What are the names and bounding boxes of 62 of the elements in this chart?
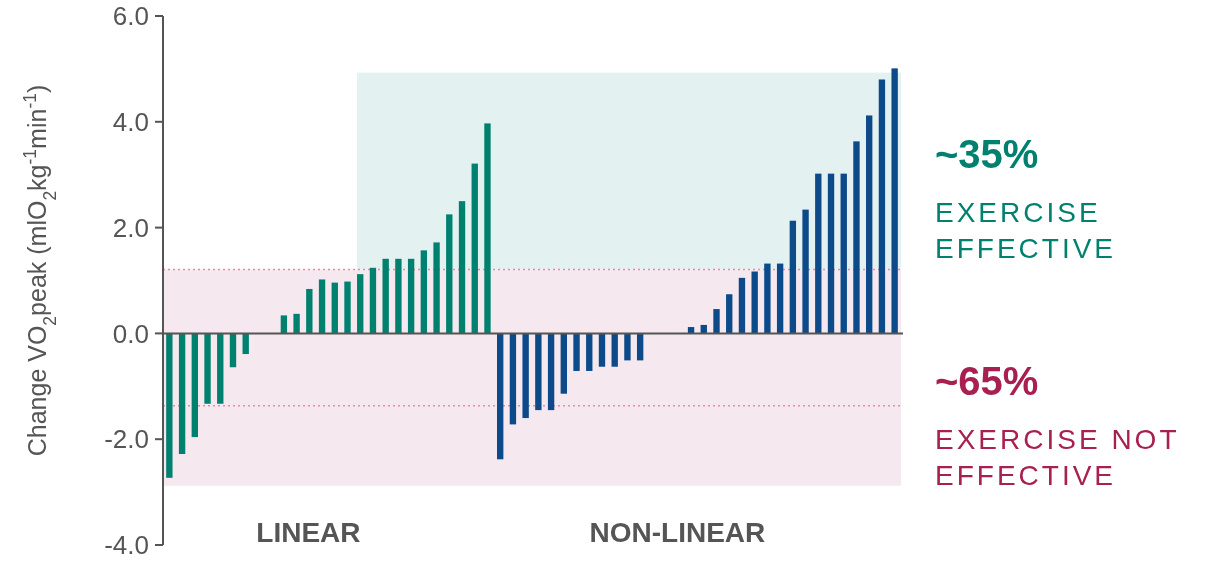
bar bbox=[318, 279, 326, 334]
bar bbox=[217, 333, 224, 404]
bar bbox=[776, 263, 784, 334]
bar bbox=[726, 294, 733, 334]
bar bbox=[535, 333, 542, 411]
bar bbox=[611, 333, 618, 367]
bar bbox=[484, 123, 491, 334]
bar bbox=[395, 258, 402, 334]
bar bbox=[636, 333, 644, 361]
y-tick-label: -4.0 bbox=[104, 530, 149, 561]
bar bbox=[446, 214, 453, 334]
bar bbox=[547, 333, 555, 411]
bar bbox=[891, 68, 898, 334]
bar bbox=[789, 220, 797, 334]
bar bbox=[229, 333, 237, 368]
annotation: LINEAR bbox=[256, 517, 361, 548]
bar bbox=[433, 242, 440, 334]
text: EXERCISE EFFECTIVE bbox=[935, 197, 1117, 265]
bar bbox=[293, 313, 300, 334]
bar bbox=[866, 115, 873, 334]
bar bbox=[738, 277, 746, 334]
bar bbox=[178, 333, 186, 455]
y-tick-label: 6.0 bbox=[112, 1, 149, 32]
bar bbox=[853, 141, 860, 334]
bar bbox=[382, 258, 389, 334]
y-tick-label: -2.0 bbox=[104, 424, 149, 455]
bar bbox=[420, 250, 428, 334]
bar bbox=[191, 333, 198, 438]
bar bbox=[522, 333, 529, 419]
y-tick-label: 4.0 bbox=[112, 106, 149, 137]
bar bbox=[242, 333, 249, 355]
y-tick-label: 2.0 bbox=[112, 212, 149, 243]
bar bbox=[471, 163, 478, 334]
bar bbox=[598, 333, 606, 367]
bar bbox=[878, 79, 886, 334]
bar bbox=[713, 309, 720, 334]
text: ~35% bbox=[935, 132, 1039, 176]
bar bbox=[407, 258, 415, 334]
bar bbox=[204, 333, 211, 404]
bar bbox=[344, 281, 351, 334]
bar bbox=[802, 209, 809, 334]
bar bbox=[497, 333, 504, 460]
text: EXERCISE NOT EFFECTIVE bbox=[935, 424, 1180, 492]
annotation: NON-LINEAR bbox=[589, 517, 766, 548]
y-tick-label: 0.0 bbox=[112, 318, 149, 349]
bar bbox=[458, 201, 466, 334]
bar bbox=[751, 271, 758, 334]
bar bbox=[827, 173, 835, 334]
text: ~65% bbox=[935, 359, 1039, 403]
bar bbox=[840, 173, 847, 334]
bar bbox=[815, 173, 822, 334]
bar bbox=[573, 333, 580, 371]
bar bbox=[764, 263, 771, 334]
bar bbox=[357, 274, 364, 334]
bar bbox=[509, 333, 517, 425]
bar bbox=[306, 288, 313, 334]
bar bbox=[166, 333, 173, 478]
bar bbox=[624, 333, 631, 361]
bar bbox=[369, 267, 377, 334]
bar bbox=[586, 333, 593, 371]
bar bbox=[331, 282, 338, 334]
bar bbox=[560, 333, 567, 394]
